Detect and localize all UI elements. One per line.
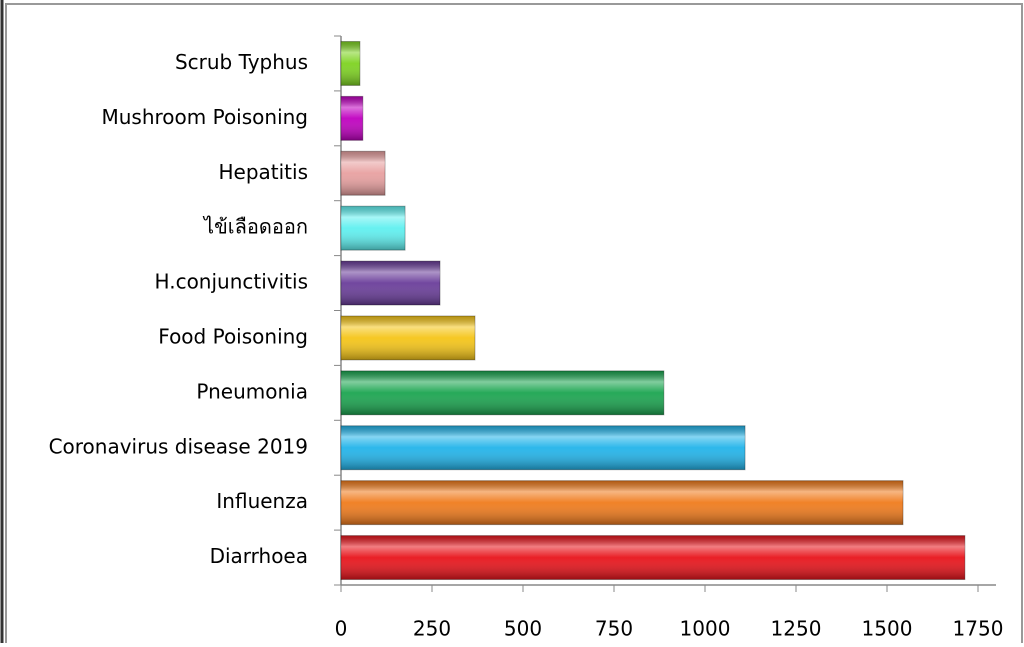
x-tick-label: 1750 xyxy=(953,617,1004,641)
bar-shade xyxy=(341,41,360,86)
bar-shade xyxy=(341,315,475,360)
bar-shade xyxy=(341,261,441,306)
x-tick-label: 1250 xyxy=(771,617,822,641)
y-tick-label: ไข้เลือดออก xyxy=(202,215,308,239)
bar-shade xyxy=(341,425,746,470)
bar-shade xyxy=(341,370,664,415)
y-tick-label: Hepatitis xyxy=(218,160,308,184)
y-tick-label: Mushroom Poisoning xyxy=(101,105,308,129)
bar-shade xyxy=(341,206,406,251)
frame xyxy=(5,3,1023,647)
y-tick-label: Diarrhoea xyxy=(210,544,308,568)
y-tick-label: Influenza xyxy=(216,489,308,513)
bar-shade xyxy=(341,96,363,141)
bar-shade xyxy=(341,151,386,196)
y-tick-label: H.conjunctivitis xyxy=(155,270,308,294)
y-tick-label: Scrub Typhus xyxy=(175,50,308,74)
x-tick-label: 500 xyxy=(504,617,542,641)
x-tick-label: 1500 xyxy=(862,617,913,641)
x-tick-label: 1000 xyxy=(680,617,731,641)
bar-shade xyxy=(341,535,965,580)
x-tick-label: 250 xyxy=(413,617,451,641)
y-tick-label: Pneumonia xyxy=(196,379,308,403)
y-tick-label: Coronavirus disease 2019 xyxy=(49,434,308,458)
x-tick-label: 750 xyxy=(595,617,633,641)
y-tick-label: Food Poisoning xyxy=(158,324,308,348)
x-tick-label: 0 xyxy=(335,617,348,641)
bar-shade xyxy=(341,480,904,525)
